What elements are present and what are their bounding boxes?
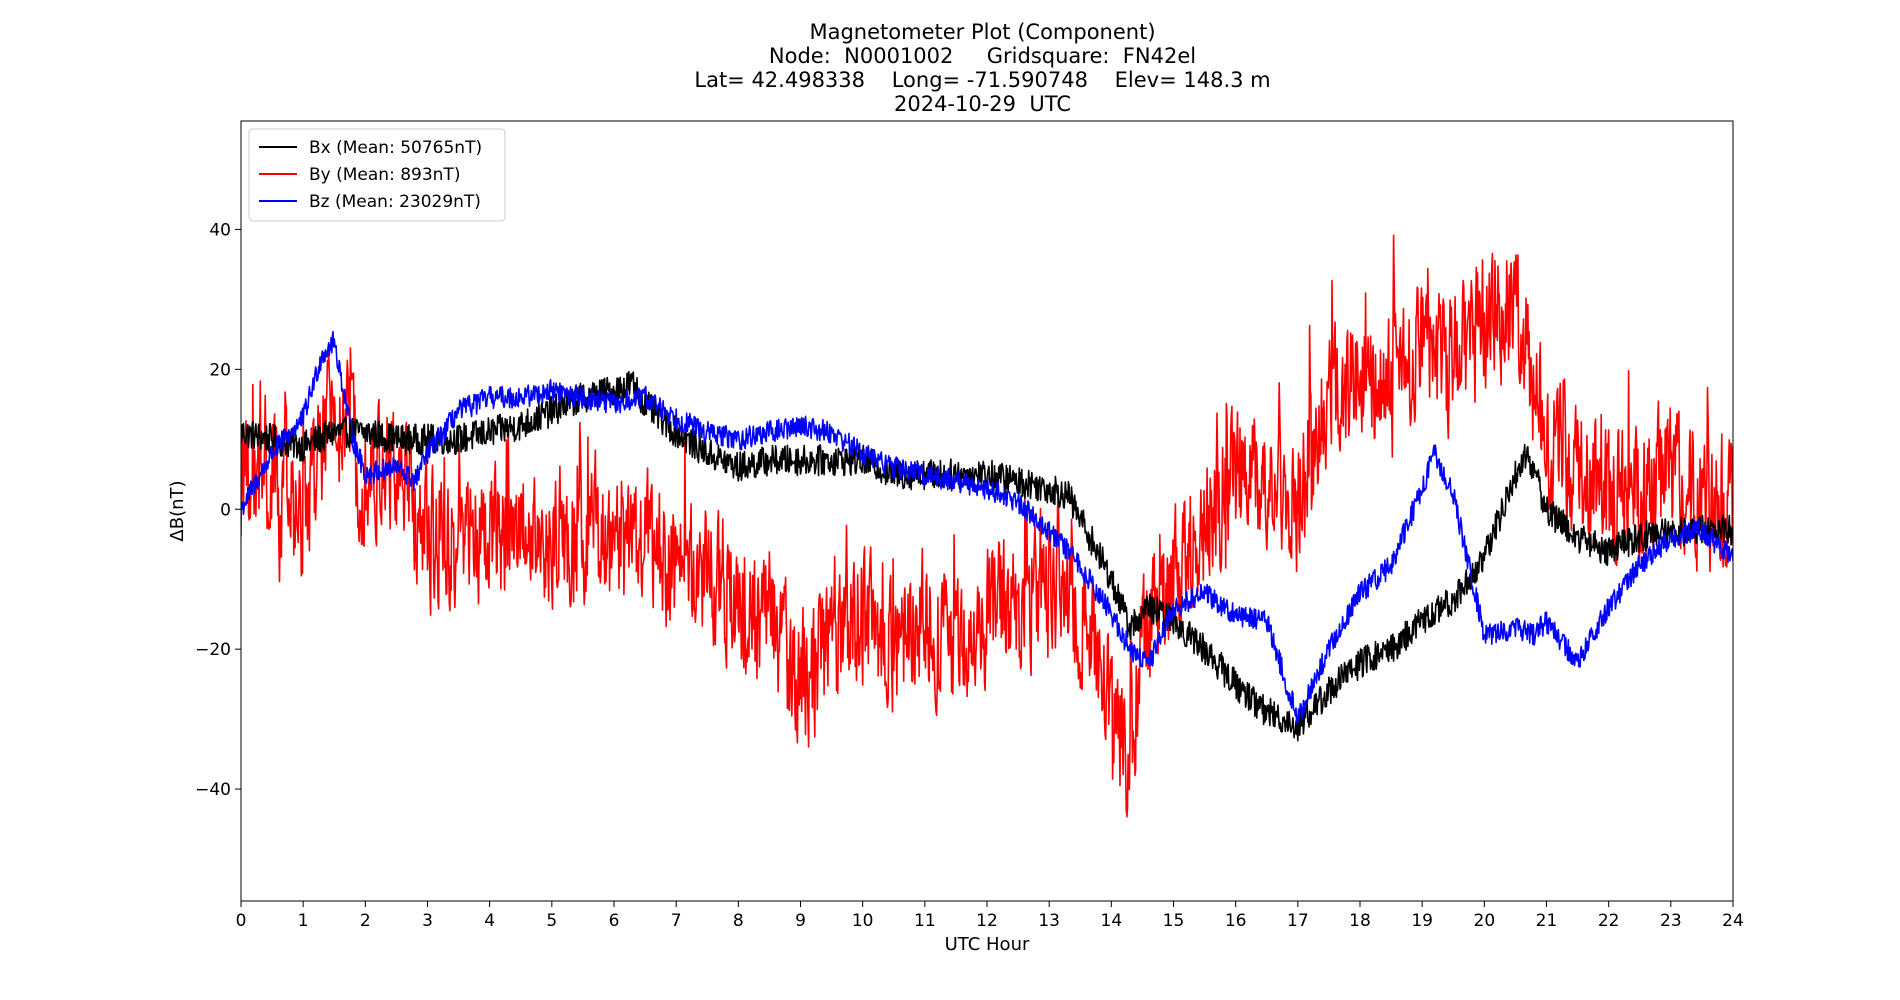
x-tick-label: 13	[1038, 911, 1060, 931]
series-line-by	[241, 234, 1733, 818]
x-tick-label: 17	[1287, 911, 1309, 931]
x-tick-label: 4	[484, 911, 495, 931]
x-axis: 0 1 2 3 4 5 6 7 8 9 10 11 12 13 14 15 16 17 18 19 20 21 22 23 24	[236, 901, 1744, 931]
x-tick-label: 15	[1163, 911, 1185, 931]
x-tick-label: 1	[298, 911, 309, 931]
x-tick-label: 2	[360, 911, 371, 931]
x-tick-label: 5	[546, 911, 557, 931]
x-tick-label: 8	[733, 911, 744, 931]
chart-title: Magnetometer Plot (Component) Node: N000…	[0, 20, 1900, 116]
y-tick-label: −40	[195, 780, 231, 800]
y-tick-label: 20	[209, 360, 231, 380]
x-tick-label: 19	[1411, 911, 1433, 931]
x-tick-label: 21	[1536, 911, 1558, 931]
x-axis-label: UTC Hour	[945, 934, 1030, 955]
legend-box	[248, 128, 506, 222]
x-tick-label: 3	[422, 911, 433, 931]
x-tick-label: 22	[1598, 911, 1620, 931]
x-tick-label: 6	[609, 911, 620, 931]
x-tick-label: 20	[1474, 911, 1496, 931]
legend-label: Bx (Mean: 50765nT)	[309, 138, 482, 158]
y-tick-label: 40	[209, 220, 231, 240]
series-line-bz	[241, 330, 1733, 724]
x-tick-label: 18	[1349, 911, 1371, 931]
x-tick-label: 14	[1101, 911, 1123, 931]
x-tick-label: 10	[852, 911, 874, 931]
legend: Bx (Mean: 50765nT) By (Mean: 893nT) Bz (Me…	[248, 128, 506, 222]
x-tick-label: 12	[976, 911, 998, 931]
y-tick-label: 0	[220, 500, 231, 520]
x-tick-label: 0	[236, 911, 247, 931]
title-line-1: Magnetometer Plot (Component)	[809, 20, 1156, 44]
series-layer	[241, 234, 1733, 818]
x-tick-label: 16	[1225, 911, 1247, 931]
legend-label: By (Mean: 893nT)	[309, 165, 460, 185]
title-line-4: 2024-10-29 UTC	[893, 92, 1072, 116]
title-line-3: Lat= 42.498338 Long= -71.590748 Elev= 14…	[694, 68, 1271, 92]
y-axis-label: ΔB(nT)	[167, 480, 188, 541]
x-tick-label: 7	[671, 911, 682, 931]
x-tick-label: 23	[1660, 911, 1682, 931]
x-tick-label: 24	[1722, 911, 1744, 931]
x-tick-label: 9	[795, 911, 806, 931]
y-tick-label: −20	[195, 640, 231, 660]
y-axis: −40 −20 0 20 40	[195, 220, 241, 800]
x-tick-label: 11	[914, 911, 936, 931]
title-line-2: Node: N0001002 Gridsquare: FN42el	[768, 44, 1197, 68]
legend-label: Bz (Mean: 23029nT)	[309, 192, 481, 212]
